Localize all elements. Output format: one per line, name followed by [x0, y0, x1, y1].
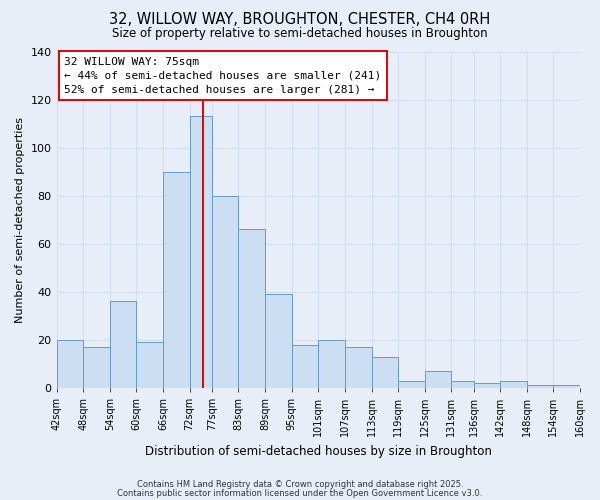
Y-axis label: Number of semi-detached properties: Number of semi-detached properties [15, 116, 25, 322]
Bar [265, 294, 292, 388]
Bar [56, 340, 83, 388]
X-axis label: Distribution of semi-detached houses by size in Broughton: Distribution of semi-detached houses by … [145, 444, 492, 458]
Bar [212, 196, 238, 388]
Bar [83, 347, 110, 388]
Bar [110, 302, 136, 388]
Bar [345, 347, 371, 388]
Bar [527, 386, 553, 388]
Bar [190, 116, 212, 388]
Bar [136, 342, 163, 388]
Bar [553, 386, 580, 388]
Bar [451, 380, 473, 388]
Bar [292, 344, 318, 388]
Text: Size of property relative to semi-detached houses in Broughton: Size of property relative to semi-detach… [112, 28, 488, 40]
Bar [318, 340, 345, 388]
Bar [425, 371, 451, 388]
Text: 32 WILLOW WAY: 75sqm
← 44% of semi-detached houses are smaller (241)
52% of semi: 32 WILLOW WAY: 75sqm ← 44% of semi-detac… [64, 56, 382, 94]
Bar [398, 380, 425, 388]
Text: 32, WILLOW WAY, BROUGHTON, CHESTER, CH4 0RH: 32, WILLOW WAY, BROUGHTON, CHESTER, CH4 … [109, 12, 491, 28]
Bar [238, 229, 265, 388]
Bar [163, 172, 190, 388]
Text: Contains public sector information licensed under the Open Government Licence v3: Contains public sector information licen… [118, 488, 482, 498]
Bar [371, 356, 398, 388]
Bar [500, 380, 527, 388]
Bar [473, 383, 500, 388]
Text: Contains HM Land Registry data © Crown copyright and database right 2025.: Contains HM Land Registry data © Crown c… [137, 480, 463, 489]
